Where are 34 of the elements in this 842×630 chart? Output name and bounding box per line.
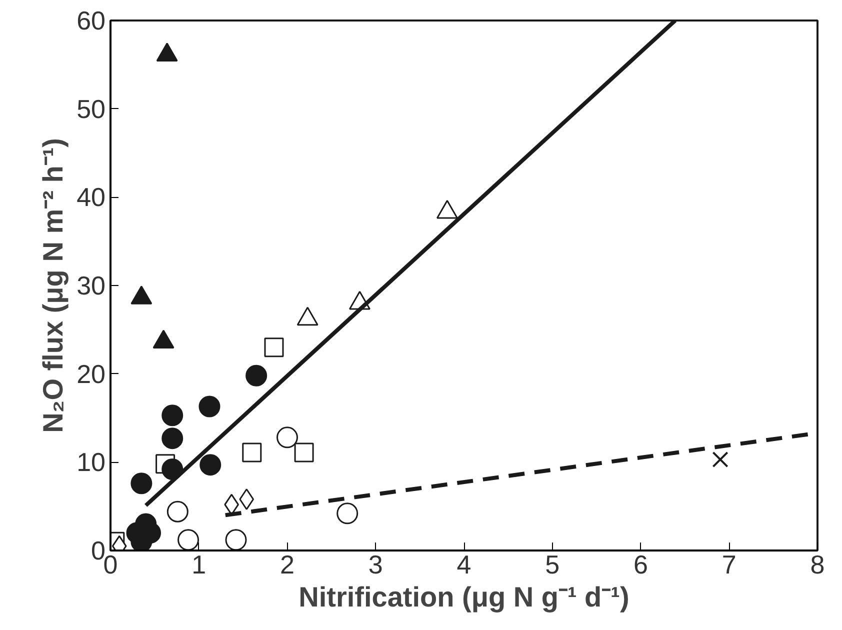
point <box>198 396 220 418</box>
point <box>436 200 458 219</box>
x-axis-title: Nitrification (μg N g⁻¹ d⁻¹) <box>298 582 630 612</box>
point <box>162 404 184 426</box>
x-tick-label: 8 <box>810 550 825 580</box>
y-tick-label: 40 <box>76 182 106 212</box>
point <box>162 428 184 450</box>
y-tick-label: 10 <box>76 447 106 478</box>
y-tick-label: 50 <box>76 94 106 124</box>
point <box>276 426 298 448</box>
y-tick-label: 30 <box>76 270 106 300</box>
y-axis-title: N₂O flux (μg N m⁻² h⁻¹) <box>38 138 69 433</box>
point <box>264 338 284 358</box>
point <box>156 42 178 62</box>
point <box>246 364 268 386</box>
y-tick-label: 60 <box>76 6 106 36</box>
x-tick-label: 1 <box>192 550 206 580</box>
point <box>294 442 314 462</box>
point <box>242 442 262 462</box>
point <box>130 472 152 494</box>
x-tick-label: 2 <box>280 550 294 580</box>
point <box>239 488 254 510</box>
point <box>712 451 728 468</box>
point <box>166 500 188 522</box>
x-tick-label: 4 <box>456 550 472 580</box>
point <box>200 454 222 476</box>
y-tick-label: 20 <box>76 358 106 389</box>
point <box>336 502 358 524</box>
point <box>178 529 200 550</box>
x-tick-label: 3 <box>368 550 383 580</box>
x-tick-label: 5 <box>545 550 560 580</box>
x-tick-label: 6 <box>634 550 648 580</box>
x-tick-label: 7 <box>722 550 736 580</box>
point <box>225 529 247 550</box>
